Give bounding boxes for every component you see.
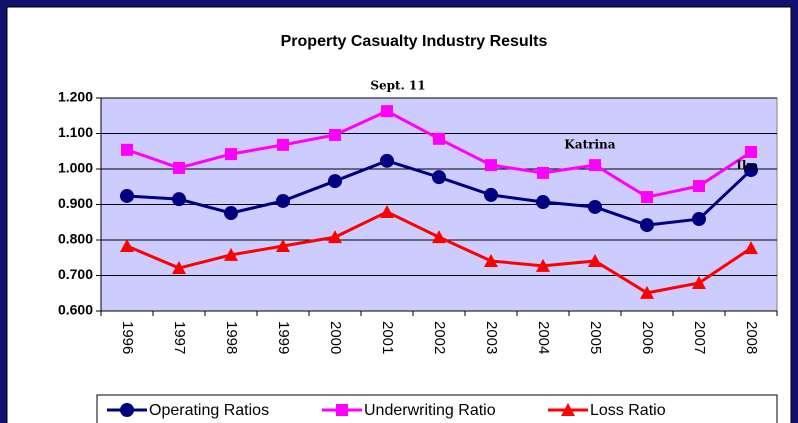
legend-marker (336, 404, 348, 416)
point (641, 191, 653, 204)
point (120, 188, 134, 203)
point (276, 239, 290, 253)
point (380, 153, 394, 168)
legend-label: Loss Ratio (590, 402, 666, 419)
point (224, 206, 238, 221)
point (692, 275, 706, 289)
x-tick-label: 2005 (587, 321, 604, 354)
point (328, 174, 342, 189)
point (536, 195, 550, 210)
point (276, 193, 290, 208)
point (484, 253, 498, 267)
point (172, 192, 186, 207)
point (433, 132, 445, 145)
y-tick-label: 0.600 (58, 302, 93, 318)
legend-label: Operating Ratios (149, 402, 269, 419)
point (381, 105, 393, 118)
point (589, 159, 601, 172)
point (744, 241, 758, 255)
point (693, 180, 705, 193)
x-tick-label: 2004 (535, 321, 552, 354)
legend-marker (561, 403, 575, 416)
x-tick-label: 1996 (119, 321, 136, 354)
point (329, 128, 341, 141)
point (224, 247, 238, 261)
point (484, 187, 498, 202)
point (485, 159, 497, 172)
point (225, 148, 237, 161)
legend-marker (120, 403, 134, 417)
x-tick-label: 1999 (275, 321, 292, 354)
x-tick-label: 2006 (639, 321, 656, 354)
point (173, 161, 185, 174)
point (640, 218, 654, 233)
point (121, 143, 133, 156)
point (744, 163, 758, 178)
point (692, 212, 706, 227)
annotation: Sept. 11 (370, 79, 425, 93)
x-tick-label: 2002 (431, 321, 448, 354)
y-tick-label: 0.800 (58, 231, 93, 247)
point (640, 285, 654, 299)
point (172, 261, 186, 275)
point (380, 204, 394, 218)
point (588, 199, 602, 214)
x-tick-label: 1997 (171, 321, 188, 354)
point (432, 230, 446, 244)
y-tick-label: 1.200 (58, 89, 93, 105)
point (537, 166, 549, 179)
x-tick-label: 2007 (691, 321, 708, 354)
chart-title: Property Casualty Industry Results (281, 33, 548, 50)
x-tick-label: 2000 (327, 321, 344, 354)
y-tick-label: 1.000 (58, 160, 93, 176)
y-tick-label: 0.700 (58, 266, 93, 282)
x-tick-label: 2001 (379, 321, 396, 354)
legend-label: Underwriting Ratio (364, 402, 496, 419)
point (120, 239, 134, 253)
x-tick-label: 2008 (743, 321, 760, 354)
annotation: Ike (736, 159, 758, 173)
point (432, 170, 446, 185)
y-tick-label: 1.100 (58, 124, 93, 140)
legend (96, 394, 778, 423)
point (588, 253, 602, 267)
x-tick-label: 1998 (223, 321, 240, 354)
annotation: Katrina (564, 138, 615, 152)
point (328, 230, 342, 244)
point (536, 258, 550, 272)
y-tick-label: 0.900 (58, 195, 93, 211)
point (277, 138, 289, 151)
x-tick-label: 2003 (483, 321, 500, 354)
point (745, 145, 757, 158)
